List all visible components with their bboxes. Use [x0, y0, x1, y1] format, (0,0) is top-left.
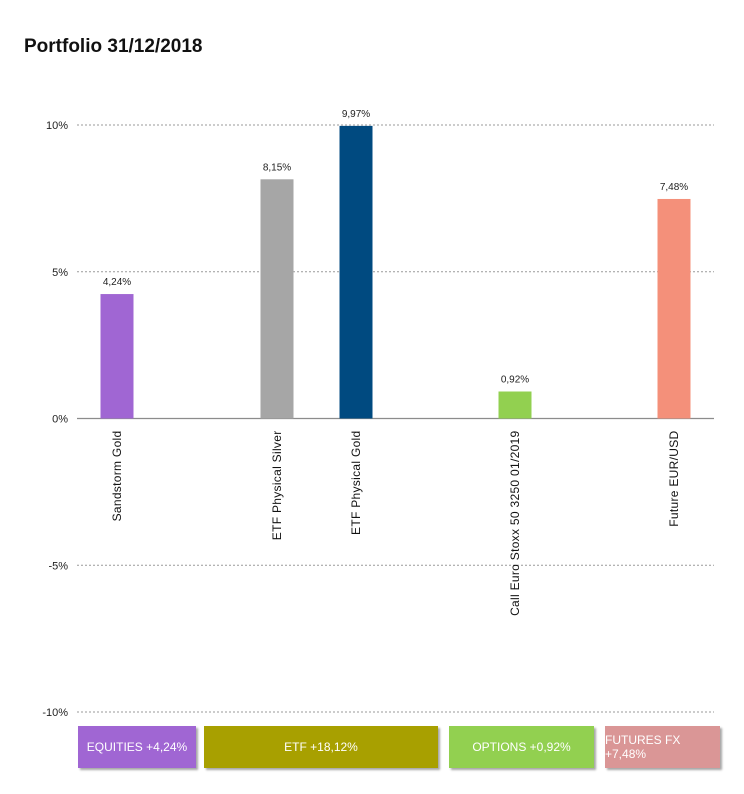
chart-title: Portfolio 31/12/2018 — [24, 36, 203, 57]
data-label-1: 8,15% — [263, 162, 291, 173]
bar-2 — [339, 125, 373, 419]
bar-0 — [100, 294, 134, 419]
group-box-equities: EQUITIES +4,24% — [78, 726, 196, 768]
group-label-options: OPTIONS +0,92% — [472, 740, 571, 754]
bar-4 — [657, 198, 691, 419]
group-label-futures-fx: FUTURES FX +7,48% — [605, 733, 681, 761]
category-label-2: ETF Physical Gold — [349, 431, 363, 535]
data-labels: 4,24% 8,15% 9,97% 0,92% 7,48% — [103, 109, 688, 386]
group-box-futures-fx: FUTURES FX +7,48% — [605, 726, 720, 768]
y-tick-label-0: 10% — [46, 120, 68, 132]
category-label-3: Call Euro Stoxx 50 3250 01/2019 — [508, 430, 522, 615]
group-box-options: OPTIONS +0,92% — [449, 726, 594, 768]
y-tick-label-2: 0% — [52, 414, 68, 426]
category-labels: Sandstorm Gold ETF Physical Silver ETF Phy… — [110, 430, 681, 615]
category-label-1: ETF Physical Silver — [270, 431, 284, 541]
grid-lines — [77, 124, 714, 713]
bar-1 — [260, 179, 294, 419]
data-label-3: 0,92% — [501, 374, 529, 385]
y-tick-label-1: 5% — [52, 267, 68, 279]
data-label-0: 4,24% — [103, 277, 131, 288]
category-label-4: Future EUR/USD — [667, 430, 681, 526]
data-label-2: 9,97% — [342, 109, 370, 120]
group-box-etf: ETF +18,12% — [204, 726, 438, 768]
y-tick-label-3: -5% — [48, 560, 68, 572]
group-label-etf: ETF +18,12% — [284, 740, 358, 754]
bar-3 — [498, 391, 532, 419]
category-label-0: Sandstorm Gold — [110, 431, 124, 522]
group-label-equities: EQUITIES +4,24% — [86, 740, 188, 754]
y-tick-label-4: -10% — [42, 707, 68, 719]
data-label-4: 7,48% — [660, 182, 688, 193]
bars — [100, 125, 691, 419]
y-axis-ticks: 10% 5% 0% -5% -10% — [42, 120, 68, 719]
